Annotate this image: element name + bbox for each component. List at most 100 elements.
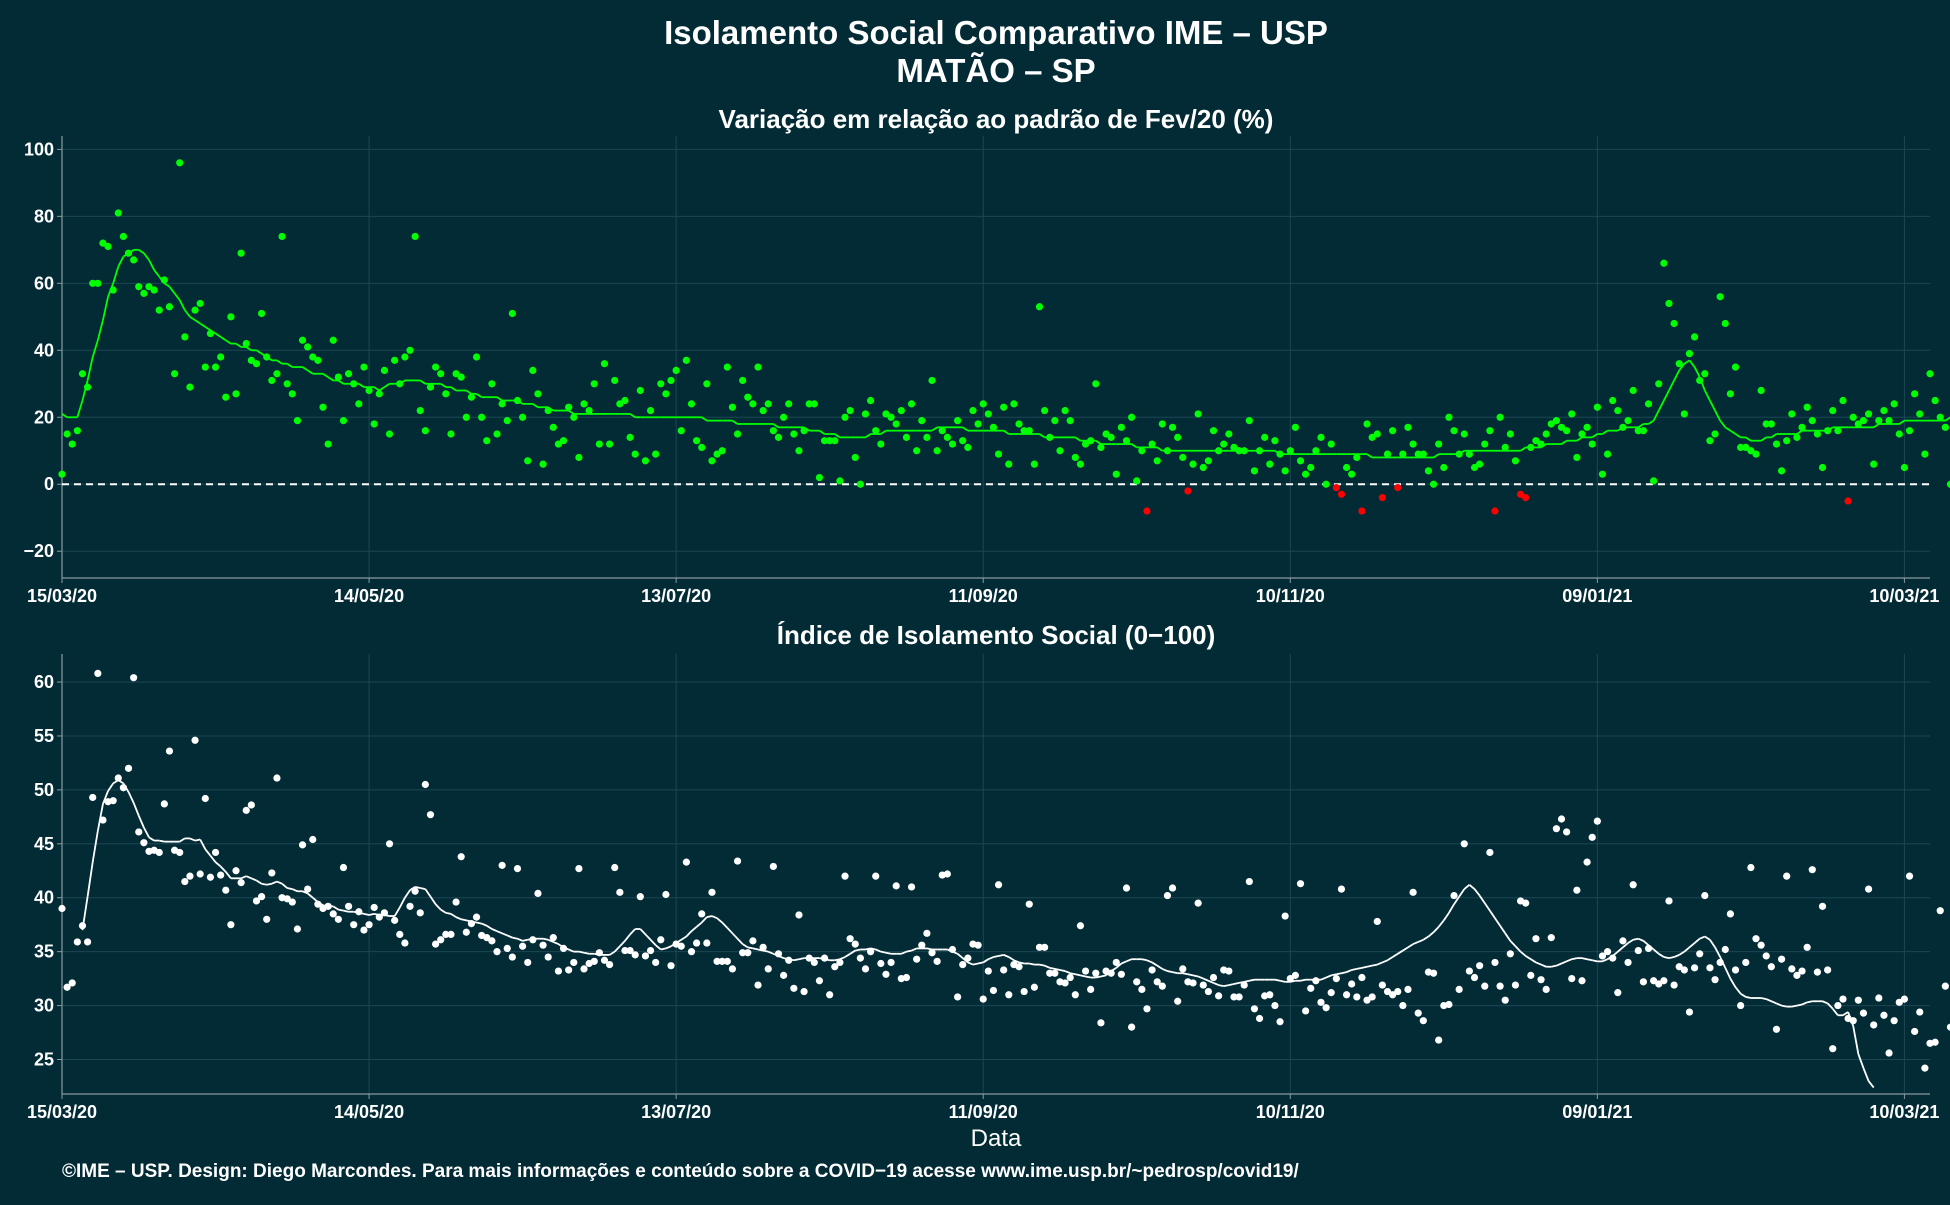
- data-point: [1506, 950, 1514, 958]
- moving-average-segment: [409, 886, 416, 891]
- moving-average-segment: [731, 932, 739, 940]
- moving-average-segment: [962, 426, 969, 432]
- moving-average-segment: [1366, 964, 1373, 968]
- data-point: [1087, 985, 1095, 993]
- data-point: [923, 433, 931, 441]
- index-panel: Índice de Isolamento Social (0−100) 25 30 3…: [27, 620, 1950, 1152]
- data-point: [575, 453, 583, 462]
- data-point: [815, 473, 824, 482]
- data-point: [1747, 863, 1755, 872]
- data-point: [519, 942, 527, 950]
- moving-average-segment: [220, 336, 227, 342]
- data-point: [887, 413, 895, 421]
- moving-average-segment: [1300, 978, 1306, 982]
- data-point: [380, 366, 389, 374]
- y-tick-label: 35: [34, 942, 54, 962]
- data-point: [1076, 922, 1085, 930]
- y-tick-label: 80: [34, 206, 54, 226]
- data-point: [913, 447, 921, 455]
- data-point: [1864, 885, 1873, 893]
- data-point: [1460, 840, 1468, 848]
- data-point: [867, 948, 875, 956]
- data-point: [621, 946, 629, 955]
- moving-average-segment: [1192, 974, 1199, 978]
- moving-average-segment: [706, 915, 713, 919]
- data-point: [1598, 470, 1607, 478]
- moving-average-segment: [255, 879, 263, 885]
- data-point: [1675, 963, 1683, 971]
- data-point: [155, 306, 163, 314]
- moving-average-segment: [1115, 962, 1122, 969]
- data-point: [140, 289, 148, 297]
- moving-average-segment: [209, 855, 217, 863]
- moving-average-segment: [1632, 937, 1639, 941]
- moving-average-segment: [194, 838, 201, 842]
- data-point: [488, 937, 496, 945]
- moving-average-segment: [337, 379, 344, 385]
- moving-average-segment: [404, 889, 411, 899]
- data-point: [1808, 866, 1816, 874]
- moving-average-segment: [1832, 1008, 1839, 1016]
- moving-average-segment: [855, 948, 861, 952]
- data-point: [1291, 423, 1299, 431]
- data-point: [1291, 971, 1299, 979]
- data-point: [1235, 993, 1243, 1001]
- moving-average-segment: [629, 928, 636, 936]
- data-point: [1046, 433, 1054, 441]
- data-point: [708, 457, 716, 465]
- moving-average-segment: [1039, 963, 1045, 967]
- data-point: [1128, 413, 1136, 421]
- moving-average-segment: [614, 945, 621, 953]
- data-point: [646, 406, 655, 415]
- data-point: [1696, 950, 1704, 958]
- data-point: [1419, 1017, 1427, 1025]
- data-point: [964, 954, 972, 962]
- data-point: [114, 774, 122, 782]
- data-point: [375, 390, 383, 398]
- data-point: [1220, 440, 1228, 448]
- data-point: [232, 390, 240, 398]
- data-point: [1721, 945, 1729, 954]
- data-point: [124, 764, 133, 772]
- moving-average-segment: [491, 928, 498, 932]
- data-point: [94, 279, 102, 287]
- data-point: [1071, 453, 1079, 462]
- data-point: [432, 363, 440, 371]
- moving-average-segment: [1525, 955, 1532, 960]
- moving-average-segment: [414, 886, 421, 889]
- data-point: [396, 930, 404, 938]
- data-point: [513, 865, 522, 873]
- data-point: [1900, 995, 1909, 1003]
- moving-average-segment: [1233, 982, 1240, 985]
- data-point: [1568, 975, 1576, 983]
- data-point: [1824, 427, 1832, 435]
- data-point: [1133, 477, 1141, 485]
- moving-average-segment: [1760, 436, 1767, 442]
- data-point: [483, 437, 491, 445]
- data-point: [1834, 1001, 1842, 1010]
- moving-average-segment: [302, 366, 309, 372]
- data-point: [1081, 967, 1090, 975]
- data-point: [1563, 828, 1571, 836]
- data-point: [1675, 360, 1683, 368]
- data-point: [375, 913, 383, 921]
- data-point: [1588, 440, 1596, 448]
- data-point: [549, 423, 557, 431]
- data-point: [1624, 958, 1632, 967]
- data-point: [1609, 396, 1617, 405]
- moving-average-segment: [1688, 359, 1696, 368]
- data-point: [1133, 978, 1141, 986]
- moving-average-segment: [358, 383, 365, 388]
- data-point: [334, 915, 342, 923]
- data-point: [1035, 303, 1044, 311]
- data-point: [984, 967, 992, 975]
- moving-average-segment: [716, 917, 723, 924]
- data-point: [1389, 991, 1397, 999]
- data-point: [1885, 1049, 1893, 1057]
- data-point: [1158, 420, 1166, 428]
- moving-average-segment: [1617, 946, 1624, 953]
- moving-average-segment: [1003, 429, 1010, 435]
- data-point: [268, 869, 276, 877]
- moving-average-segment: [1673, 954, 1680, 958]
